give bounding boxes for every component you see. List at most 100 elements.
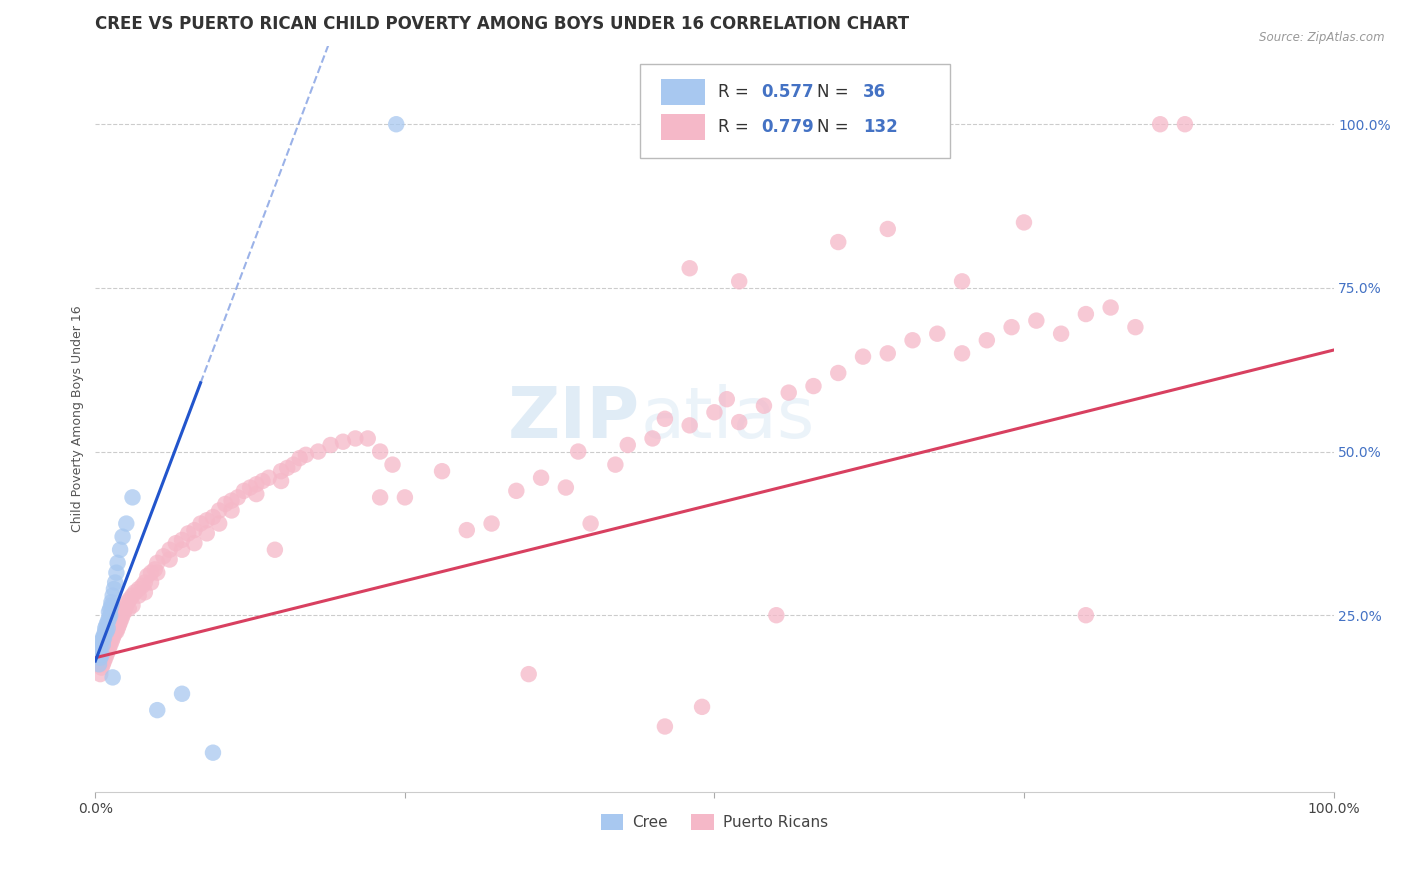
FancyBboxPatch shape bbox=[640, 64, 949, 158]
Point bbox=[89, 654, 111, 668]
Point bbox=[716, 392, 738, 407]
Point bbox=[108, 618, 131, 632]
Point bbox=[90, 660, 112, 674]
Point bbox=[134, 585, 156, 599]
Point bbox=[90, 650, 112, 665]
Point bbox=[765, 608, 787, 623]
Point bbox=[101, 631, 124, 645]
Point bbox=[103, 582, 125, 596]
Point bbox=[221, 503, 243, 517]
Point bbox=[394, 491, 416, 505]
Point bbox=[115, 516, 138, 531]
Point bbox=[108, 542, 131, 557]
Point bbox=[101, 670, 124, 684]
Y-axis label: Child Poverty Among Boys Under 16: Child Poverty Among Boys Under 16 bbox=[72, 305, 84, 533]
Point bbox=[105, 566, 128, 580]
Point bbox=[579, 516, 602, 531]
Point bbox=[567, 444, 589, 458]
Point bbox=[214, 497, 236, 511]
Point bbox=[98, 611, 121, 625]
Point bbox=[112, 605, 135, 619]
Point bbox=[195, 513, 218, 527]
Point bbox=[159, 542, 181, 557]
Point bbox=[245, 477, 267, 491]
Text: 0.577: 0.577 bbox=[762, 83, 814, 101]
Point bbox=[146, 566, 169, 580]
Point bbox=[89, 640, 111, 655]
Point bbox=[103, 621, 125, 635]
Point bbox=[927, 326, 949, 341]
Point bbox=[270, 474, 292, 488]
Point bbox=[381, 458, 404, 472]
Point bbox=[679, 418, 702, 433]
Point bbox=[208, 516, 231, 531]
Point bbox=[96, 648, 118, 662]
Point bbox=[332, 434, 354, 449]
Text: CREE VS PUERTO RICAN CHILD POVERTY AMONG BOYS UNDER 16 CORRELATION CHART: CREE VS PUERTO RICAN CHILD POVERTY AMONG… bbox=[96, 15, 910, 33]
Point bbox=[93, 644, 115, 658]
Point bbox=[778, 385, 800, 400]
Point bbox=[98, 631, 121, 645]
Point bbox=[1012, 215, 1035, 229]
Point bbox=[98, 608, 121, 623]
Point bbox=[876, 346, 898, 360]
Point bbox=[97, 621, 120, 635]
Point bbox=[117, 595, 139, 609]
Point bbox=[139, 566, 162, 580]
Point bbox=[146, 703, 169, 717]
Point bbox=[91, 657, 114, 672]
Point bbox=[152, 549, 174, 564]
Point bbox=[901, 333, 924, 347]
Text: 0.779: 0.779 bbox=[762, 118, 814, 136]
Text: 132: 132 bbox=[863, 118, 898, 136]
Point bbox=[93, 631, 115, 645]
Point bbox=[357, 432, 380, 446]
Point bbox=[368, 491, 391, 505]
Point bbox=[232, 483, 254, 498]
Point bbox=[105, 624, 128, 639]
Point bbox=[114, 601, 136, 615]
Point bbox=[852, 350, 875, 364]
Point bbox=[96, 624, 118, 639]
Point bbox=[121, 589, 143, 603]
Point bbox=[118, 601, 141, 615]
Point bbox=[87, 657, 110, 672]
Point bbox=[170, 687, 193, 701]
Point bbox=[111, 605, 134, 619]
Point bbox=[139, 575, 162, 590]
Point bbox=[1025, 313, 1047, 327]
Point bbox=[208, 503, 231, 517]
Text: N =: N = bbox=[817, 118, 853, 136]
Text: Source: ZipAtlas.com: Source: ZipAtlas.com bbox=[1260, 31, 1385, 45]
Point bbox=[97, 644, 120, 658]
FancyBboxPatch shape bbox=[661, 113, 704, 140]
Point bbox=[93, 628, 115, 642]
Point bbox=[91, 648, 114, 662]
Point bbox=[104, 575, 127, 590]
Point bbox=[221, 493, 243, 508]
Point bbox=[121, 491, 143, 505]
Point bbox=[288, 451, 311, 466]
Point bbox=[90, 634, 112, 648]
Point bbox=[87, 644, 110, 658]
Point bbox=[97, 638, 120, 652]
FancyBboxPatch shape bbox=[661, 78, 704, 105]
Point bbox=[654, 719, 676, 733]
Point bbox=[107, 556, 129, 570]
Point bbox=[385, 117, 408, 131]
Point bbox=[1074, 307, 1097, 321]
Point bbox=[107, 615, 129, 629]
Point bbox=[976, 333, 998, 347]
Point bbox=[108, 615, 131, 629]
Point bbox=[752, 399, 775, 413]
Point bbox=[108, 608, 131, 623]
Point bbox=[131, 579, 153, 593]
Point bbox=[134, 575, 156, 590]
Point bbox=[283, 458, 305, 472]
Point bbox=[295, 448, 318, 462]
Point bbox=[100, 595, 122, 609]
Point bbox=[728, 274, 751, 288]
Point bbox=[128, 582, 150, 596]
Point bbox=[481, 516, 503, 531]
Point bbox=[143, 562, 166, 576]
